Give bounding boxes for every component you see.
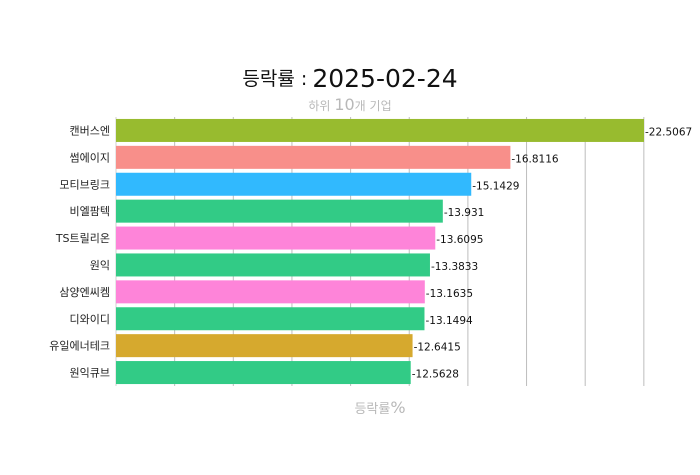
y-tick-label: 디와이디 [70, 313, 110, 326]
y-tick-label: 모티브링크 [59, 178, 110, 191]
data-label: -13.3833 [431, 261, 478, 273]
bar [116, 334, 413, 358]
chart-title-prefix: 등락률 : [242, 68, 308, 90]
x-axis-label-text: 등락률 [354, 402, 391, 417]
bar [116, 145, 511, 169]
chart-title-date: 2025-02-24 [312, 64, 458, 93]
data-label: -22.5067 [645, 126, 692, 138]
data-label: -12.5628 [412, 369, 459, 381]
data-label: -13.6095 [436, 234, 483, 246]
chart-subtitle: 하위 10개 기업 [0, 95, 700, 114]
data-label: -13.1494 [425, 315, 473, 327]
y-tick-label: 유일에너테크 [49, 339, 110, 353]
bar [116, 280, 425, 304]
bar [116, 361, 411, 385]
subtitle-suffix: 개 기업 [354, 99, 392, 113]
subtitle-prefix: 하위 [308, 99, 331, 113]
data-label: -15.1429 [472, 180, 519, 192]
y-tick-label: 원익큐브 [70, 367, 110, 380]
x-axis-label-unit: % [390, 398, 406, 417]
data-label: -16.8116 [511, 153, 559, 165]
data-label: -13.931 [444, 207, 485, 219]
x-axis-label: 등락률% [116, 398, 644, 417]
subtitle-number: 10 [334, 95, 355, 114]
bar [116, 307, 425, 331]
bar [116, 226, 436, 250]
y-tick-label: TS트릴리온 [55, 232, 110, 245]
bar [116, 118, 644, 142]
data-label: -12.6415 [414, 342, 461, 354]
y-tick-label: 비엘팜텍 [70, 205, 110, 218]
y-tick-label: 썸에이지 [70, 151, 110, 164]
bar [116, 172, 472, 196]
y-tick-label: 삼양엔씨켐 [59, 286, 110, 299]
chart-title: 등락률 : 2025-02-24 [0, 64, 700, 93]
y-tick-label: 캔버스엔 [70, 124, 110, 137]
bar [116, 199, 443, 223]
data-label: -13.1635 [426, 288, 473, 300]
y-tick-label: 원익 [90, 259, 110, 272]
bar [116, 253, 430, 277]
